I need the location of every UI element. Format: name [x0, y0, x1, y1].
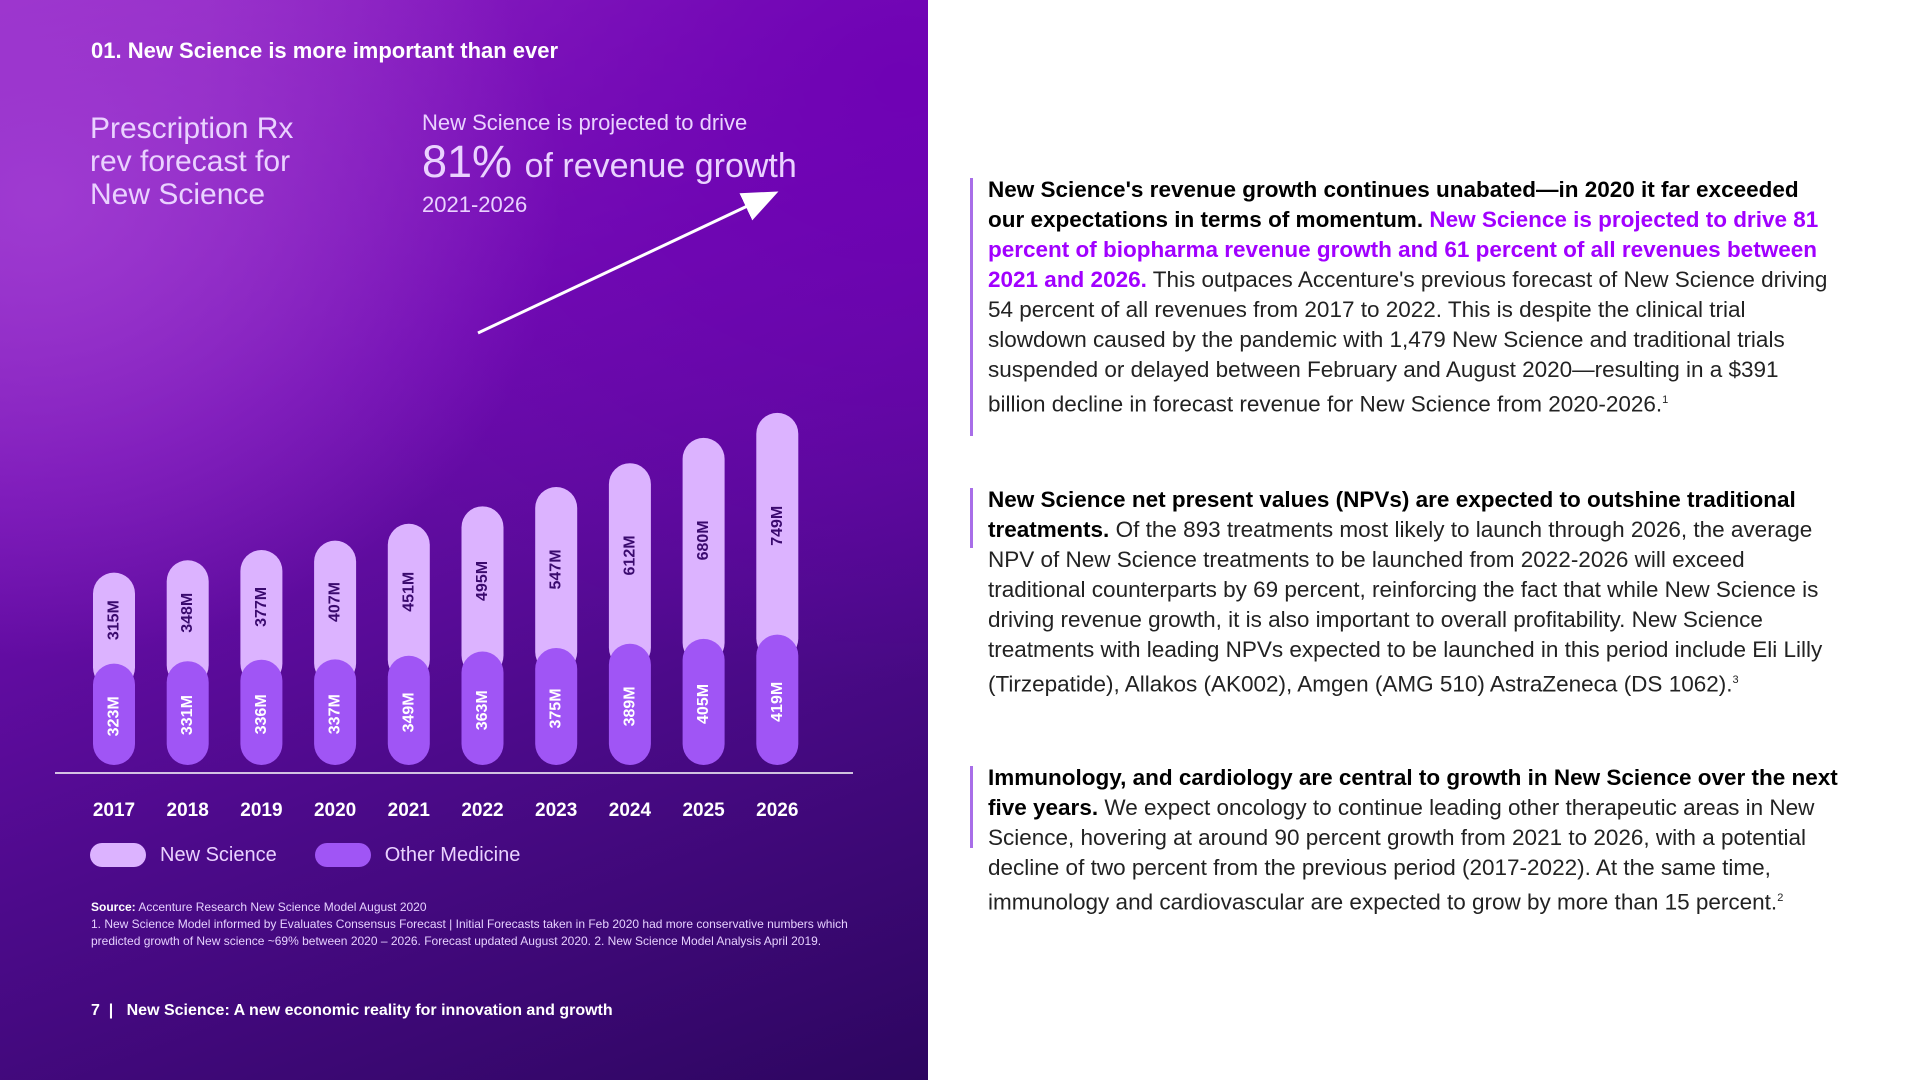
bar-label-new-science: 407M — [327, 582, 344, 622]
x-tick-label: 2024 — [609, 800, 652, 821]
page-footer: 7 | New Science: A new economic reality … — [91, 1002, 613, 1020]
bar-label-new-science: 612M — [621, 535, 638, 575]
x-tick-label: 2019 — [240, 800, 282, 821]
bar-label-new-science: 749M — [769, 506, 786, 546]
bar-label-other-medicine: 337M — [327, 694, 344, 734]
stacked-bar-chart: 315M 323M 348M 331M 377M 336M 407M 337M 451M 349M… — [55, 191, 853, 821]
bar-new-science — [314, 540, 357, 685]
paragraph-lead: New Science's revenue growth continues u… — [988, 177, 1799, 232]
legend-swatch-new-science — [90, 843, 146, 867]
bar-label-new-science: 495M — [474, 561, 491, 601]
bar-label-other-medicine: 331M — [179, 695, 196, 735]
growth-callout: New Science is projected to drive 81% of… — [422, 110, 797, 218]
bar-new-science — [535, 487, 578, 673]
bar-new-science — [93, 572, 135, 689]
x-tick-label: 2025 — [682, 800, 725, 821]
bar-label-other-medicine: 389M — [621, 686, 638, 726]
sources-footnotes: 1. New Science Model informed by Evaluat… — [91, 917, 848, 948]
paragraph-accent-bar — [970, 488, 973, 548]
x-tick-label: 2021 — [388, 800, 431, 821]
bar-label-new-science: 680M — [695, 520, 712, 560]
bar-other-medicine — [387, 655, 430, 765]
bar-label-new-science: 315M — [106, 600, 123, 640]
footnote-ref: 2 — [1777, 892, 1784, 904]
bar-label-new-science: 547M — [548, 549, 565, 589]
bar-new-science — [682, 437, 725, 664]
footer-title: New Science: A new economic reality for … — [126, 1002, 613, 1019]
paragraph-npv: New Science net present values (NPVs) ar… — [988, 485, 1838, 700]
x-tick-label: 2022 — [461, 800, 503, 821]
x-tick-label: 2026 — [756, 800, 798, 821]
bar-label-other-medicine: 375M — [548, 688, 565, 728]
x-tick-label: 2020 — [314, 800, 356, 821]
legend-other-medicine: Other Medicine — [314, 843, 521, 867]
sources-text: Accenture Research New Science Model Aug… — [138, 900, 427, 914]
bar-label-other-medicine: 349M — [400, 692, 417, 732]
callout-rest: of revenue growth — [524, 147, 797, 185]
bar-other-medicine — [93, 663, 135, 765]
paragraph-therapeutic-areas: Immunology, and cardiology are central t… — [988, 763, 1838, 918]
chart-heading: Prescription Rx rev forecast for New Sci… — [90, 112, 294, 211]
paragraph-accent-bar — [970, 178, 973, 436]
bar-new-science — [240, 550, 283, 685]
paragraph-highlight: New Science is projected to drive 81 per… — [988, 207, 1819, 292]
bar-other-medicine — [461, 651, 504, 765]
paragraph-body: We expect oncology to continue leading o… — [988, 795, 1815, 915]
footnote-ref: 1 — [1662, 394, 1669, 406]
legend-label-new-science: New Science — [160, 843, 277, 866]
x-tick-label: 2017 — [93, 800, 135, 821]
callout-percent: 81% — [422, 136, 513, 187]
callout-lead: New Science is projected to drive — [422, 110, 748, 135]
bar-other-medicine — [535, 647, 578, 765]
paragraph-body: Of the 893 treatments most likely to lau… — [988, 517, 1823, 697]
x-tick-label: 2023 — [535, 800, 577, 821]
bar-label-new-science: 377M — [253, 587, 270, 627]
section-title: 01. New Science is more important than e… — [91, 38, 559, 63]
x-tick-label: 2018 — [167, 800, 209, 821]
page-number: 7 — [91, 1002, 100, 1019]
bar-other-medicine — [608, 643, 651, 765]
bar-label-other-medicine: 323M — [106, 696, 123, 736]
bar-new-science — [387, 523, 430, 681]
footer-separator: | — [108, 1002, 114, 1019]
bar-other-medicine — [756, 634, 799, 765]
legend-swatch-other-medicine — [314, 843, 371, 867]
left-panel: 01. New Science is more important than e… — [0, 0, 928, 1080]
sources-note: Source: Accenture Research New Science M… — [91, 899, 871, 950]
paragraph-lead: Immunology, and cardiology are central t… — [988, 765, 1838, 820]
bar-new-science — [608, 463, 651, 669]
bar-label-new-science: 451M — [400, 572, 417, 612]
bar-label-other-medicine: 336M — [253, 694, 270, 734]
legend-label-other-medicine: Other Medicine — [384, 843, 521, 866]
footnote-ref: 3 — [1732, 674, 1739, 686]
paragraph-revenue-growth: New Science's revenue growth continues u… — [988, 175, 1838, 420]
bar-label-other-medicine: 405M — [695, 684, 712, 724]
growth-arrow — [477, 191, 779, 335]
bar-new-science — [166, 560, 209, 687]
bar-other-medicine — [682, 638, 725, 765]
paragraph-accent-bar — [970, 766, 973, 848]
sources-label: Source: — [91, 900, 136, 914]
chart-legend: New Science Other Medicine — [90, 843, 558, 867]
bar-other-medicine — [166, 661, 209, 765]
callout-figure: 81% of revenue growth — [422, 136, 797, 192]
bar-new-science — [756, 412, 799, 660]
bar-new-science — [461, 506, 504, 677]
callout-years: 2021-2026 — [422, 192, 528, 217]
bar-label-other-medicine: 419M — [769, 682, 786, 722]
paragraph-lead: New Science net present values (NPVs) ar… — [988, 487, 1796, 542]
paragraph-body: This outpaces Accenture's previous forec… — [988, 267, 1828, 417]
bar-other-medicine — [314, 659, 357, 765]
bar-label-new-science: 348M — [179, 593, 196, 633]
bar-label-other-medicine: 363M — [474, 690, 491, 730]
right-panel — [928, 0, 1920, 1080]
bar-other-medicine — [240, 659, 283, 765]
legend-new-science: New Science — [90, 843, 277, 867]
